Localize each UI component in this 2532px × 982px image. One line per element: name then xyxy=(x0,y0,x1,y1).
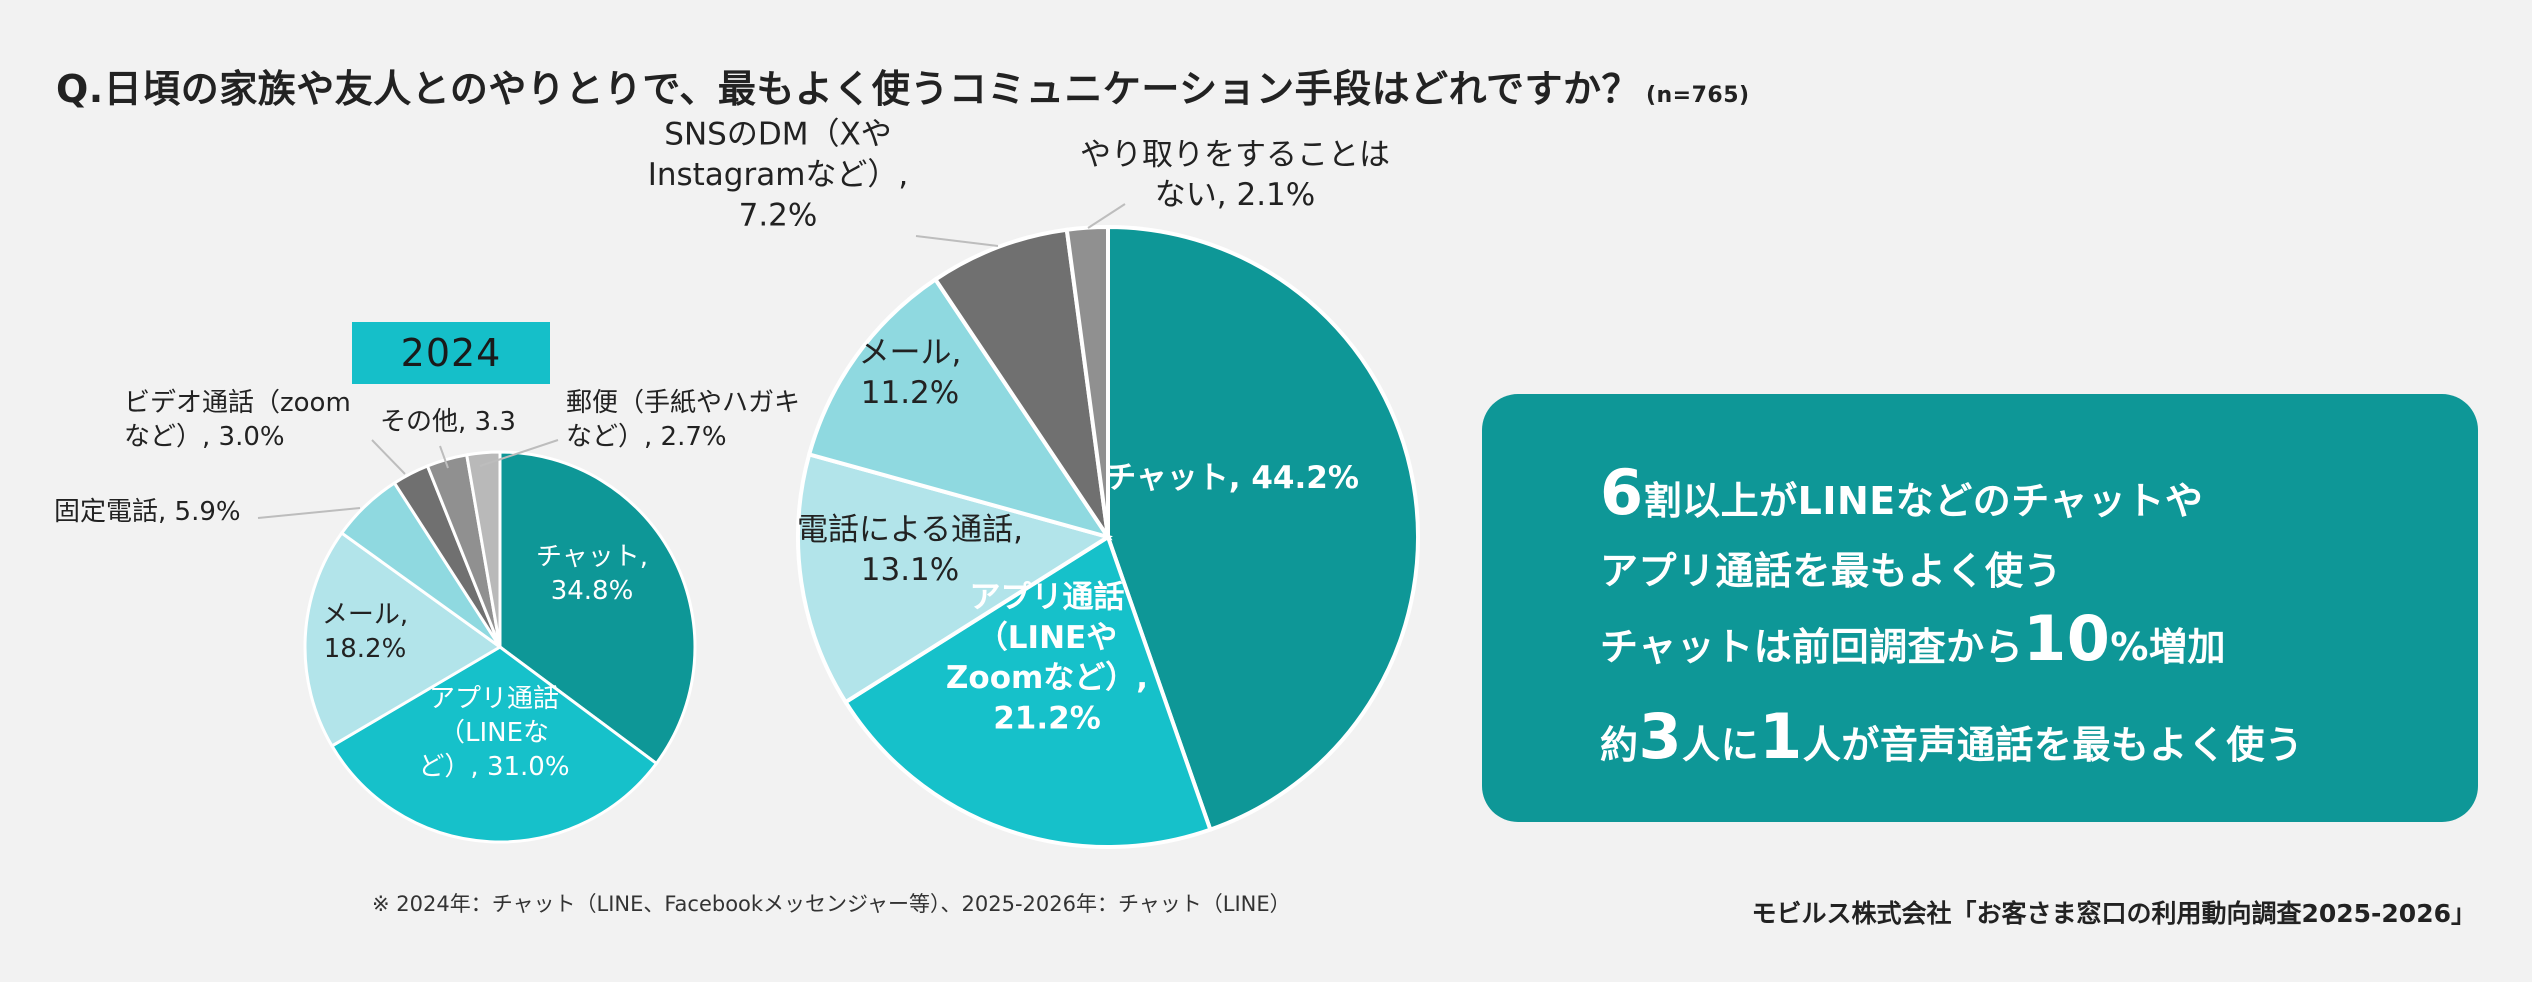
pie-slice xyxy=(806,276,1113,541)
summary-box: 6割以上がLINEなどのチャットや アプリ通話を最もよく使う チャットは前回調査… xyxy=(1482,394,2478,822)
pie-slice xyxy=(932,227,1110,539)
summary-line-4: 約3人に1人が音声通話を最もよく使う xyxy=(1600,700,2303,773)
summary-line-1: 6割以上がLINEなどのチャットや xyxy=(1600,456,2203,529)
pie-chart-2024: チャット, 34.8% アプリ通話（LINEなど）, 31.0%メール, 18.2% 固… xyxy=(54,388,800,844)
slice-label: ビデオ通話（zoom など）, 3.0% xyxy=(124,388,351,452)
chart-title: Q.日頃の家族や友人とのやりとりで、最もよく使うコミュニケーション手段はどれです… xyxy=(56,58,1750,113)
leader-line xyxy=(257,507,361,519)
pie-slice xyxy=(329,645,659,844)
summary-num-1: 1 xyxy=(1759,700,1803,773)
summary-text-4c: 人が音声通話を最もよく使う xyxy=(1802,723,2304,767)
summary-text-2: アプリ通話を最もよく使う xyxy=(1600,549,2063,593)
summary-text-3a: チャットは前回調査から xyxy=(1600,625,2024,669)
slice-label: アプリ通話（LINEなど）, 31.0% xyxy=(418,684,569,782)
footnote: ※ 2024年：チャット（LINE、Facebookメッセンジャー等）、2025… xyxy=(372,892,1291,916)
summary-text-4a: 約 xyxy=(1600,723,1639,767)
pie-slice xyxy=(1106,224,1420,833)
slice-label: やり取りをすることはない, 2.1% xyxy=(1080,137,1390,213)
slice-label: アプリ通話（LINEや Zoomなど）, 21.2% xyxy=(946,580,1148,737)
slice-label: チャット, 34.8% xyxy=(536,542,648,606)
question-text: Q.日頃の家族や友人とのやりとりで、最もよく使うコミュニケーション手段はどれです… xyxy=(56,67,1640,111)
summary-num-3: 3 xyxy=(1638,700,1683,773)
pie-slice xyxy=(464,450,502,648)
slice-label: その他, 3.3 xyxy=(380,407,516,437)
leader-line xyxy=(479,439,559,467)
pie-chart-2025-2026: チャット, 44.2% アプリ通話（LINEや Zoomなど）, 21.2%電話による… xyxy=(648,117,1420,849)
slice-label: 電話による通話, 13.1% xyxy=(797,512,1023,588)
leader-line xyxy=(439,445,449,469)
leader-line xyxy=(915,235,999,247)
summary-num-10: 10 xyxy=(2023,602,2111,675)
slice-label: メール, 11.2% xyxy=(859,335,962,411)
leader-line xyxy=(1087,203,1126,229)
summary-text-1: 割以上がLINEなどのチャットや xyxy=(1643,479,2204,523)
summary-line-2: アプリ通話を最もよく使う xyxy=(1600,540,2062,595)
slice-label: SNSのDM（Xや Instagramなど）, 7.2% xyxy=(648,117,909,234)
year-badge: 2024 xyxy=(352,322,550,384)
pie-slice xyxy=(842,533,1213,849)
leader-line xyxy=(371,439,406,475)
slice-label: 固定電話, 5.9% xyxy=(54,497,241,527)
slice-label: 郵便（手紙やハガキなど）, 2.7% xyxy=(566,388,800,452)
summary-text-4b: 人に xyxy=(1682,723,1760,767)
summary-num-6: 6 xyxy=(1600,456,1644,529)
summary-text-3b: %増加 xyxy=(2110,625,2226,669)
summary-line-3: チャットは前回調査から10%増加 xyxy=(1600,602,2226,675)
pie-slice xyxy=(498,450,697,766)
slice-label: チャット, 44.2% xyxy=(1105,460,1359,496)
slice-label: メール, 18.2% xyxy=(322,600,408,664)
pie-slice xyxy=(303,530,503,748)
pie-slice xyxy=(1064,224,1110,538)
sample-size: (n=765) xyxy=(1645,83,1750,108)
source-credit: モビルス株式会社「お客さま窓口の利用動向調査2025-2026」 xyxy=(1751,899,2476,928)
